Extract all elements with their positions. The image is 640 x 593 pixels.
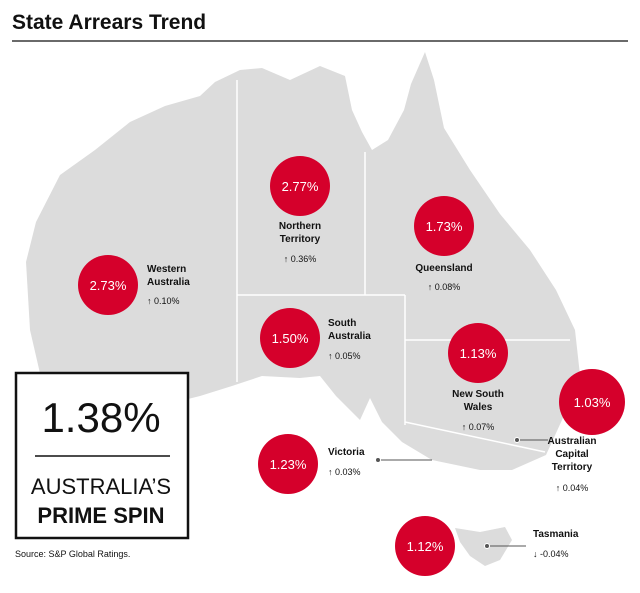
state-name: Australia bbox=[328, 331, 371, 342]
state-marker bbox=[258, 434, 318, 494]
title: State Arrears Trend bbox=[12, 11, 206, 34]
tasmania bbox=[455, 527, 512, 566]
state-change: ↑ 0.04% bbox=[556, 483, 589, 493]
mainland bbox=[26, 52, 580, 470]
state-name: Victoria bbox=[328, 447, 365, 458]
state-name: Queensland bbox=[415, 263, 472, 274]
state-change: ↑ 0.07% bbox=[462, 422, 495, 432]
state-change: ↑ 0.08% bbox=[428, 282, 461, 292]
state-name: Western bbox=[147, 264, 186, 275]
state-change: ↑ 0.05% bbox=[328, 351, 361, 361]
summary-label: PRIME SPIN bbox=[37, 503, 164, 528]
state-change: ↑ 0.10% bbox=[147, 296, 180, 306]
state-borders bbox=[236, 80, 570, 453]
map bbox=[26, 52, 580, 566]
state-marker bbox=[78, 255, 138, 315]
state-value: 1.50% bbox=[272, 331, 309, 346]
state-change: ↑ 0.03% bbox=[328, 467, 361, 477]
state-marker bbox=[395, 516, 455, 576]
summary-label: AUSTRALIA’S bbox=[31, 474, 171, 499]
state-name: Australian bbox=[548, 436, 597, 447]
state-marker bbox=[559, 369, 625, 435]
summary-value: 1.38% bbox=[41, 394, 160, 441]
state-value: 1.12% bbox=[407, 539, 444, 554]
state-value: 2.73% bbox=[90, 278, 127, 293]
state-marker bbox=[270, 156, 330, 216]
state-marker bbox=[448, 323, 508, 383]
state-change: ↑ 0.36% bbox=[284, 254, 317, 264]
leader-dot bbox=[514, 437, 520, 443]
state-value: 1.13% bbox=[460, 346, 497, 361]
leader-dot bbox=[375, 457, 381, 463]
state-name: New South bbox=[452, 389, 504, 400]
state-value: 1.03% bbox=[574, 395, 611, 410]
state-name: Wales bbox=[464, 402, 493, 413]
source: Source: S&P Global Ratings. bbox=[15, 549, 130, 559]
state-marker bbox=[414, 196, 474, 256]
state-change: ↓ -0.04% bbox=[533, 549, 569, 559]
state-name: Territory bbox=[552, 462, 593, 473]
states: 2.73% Western Australia ↑ 0.10% 2.77% Norther… bbox=[78, 156, 625, 576]
state-value: 1.73% bbox=[426, 219, 463, 234]
state-value: 2.77% bbox=[282, 179, 319, 194]
state-name: Capital bbox=[555, 449, 589, 460]
state-name: South bbox=[328, 318, 356, 329]
state-value: 1.23% bbox=[270, 457, 307, 472]
state-name: Australia bbox=[147, 277, 190, 288]
state-name: Northern bbox=[279, 221, 321, 232]
leader-dot bbox=[484, 543, 490, 549]
state-marker bbox=[260, 308, 320, 368]
state-name: Tasmania bbox=[533, 529, 579, 540]
state-name: Territory bbox=[280, 234, 321, 245]
